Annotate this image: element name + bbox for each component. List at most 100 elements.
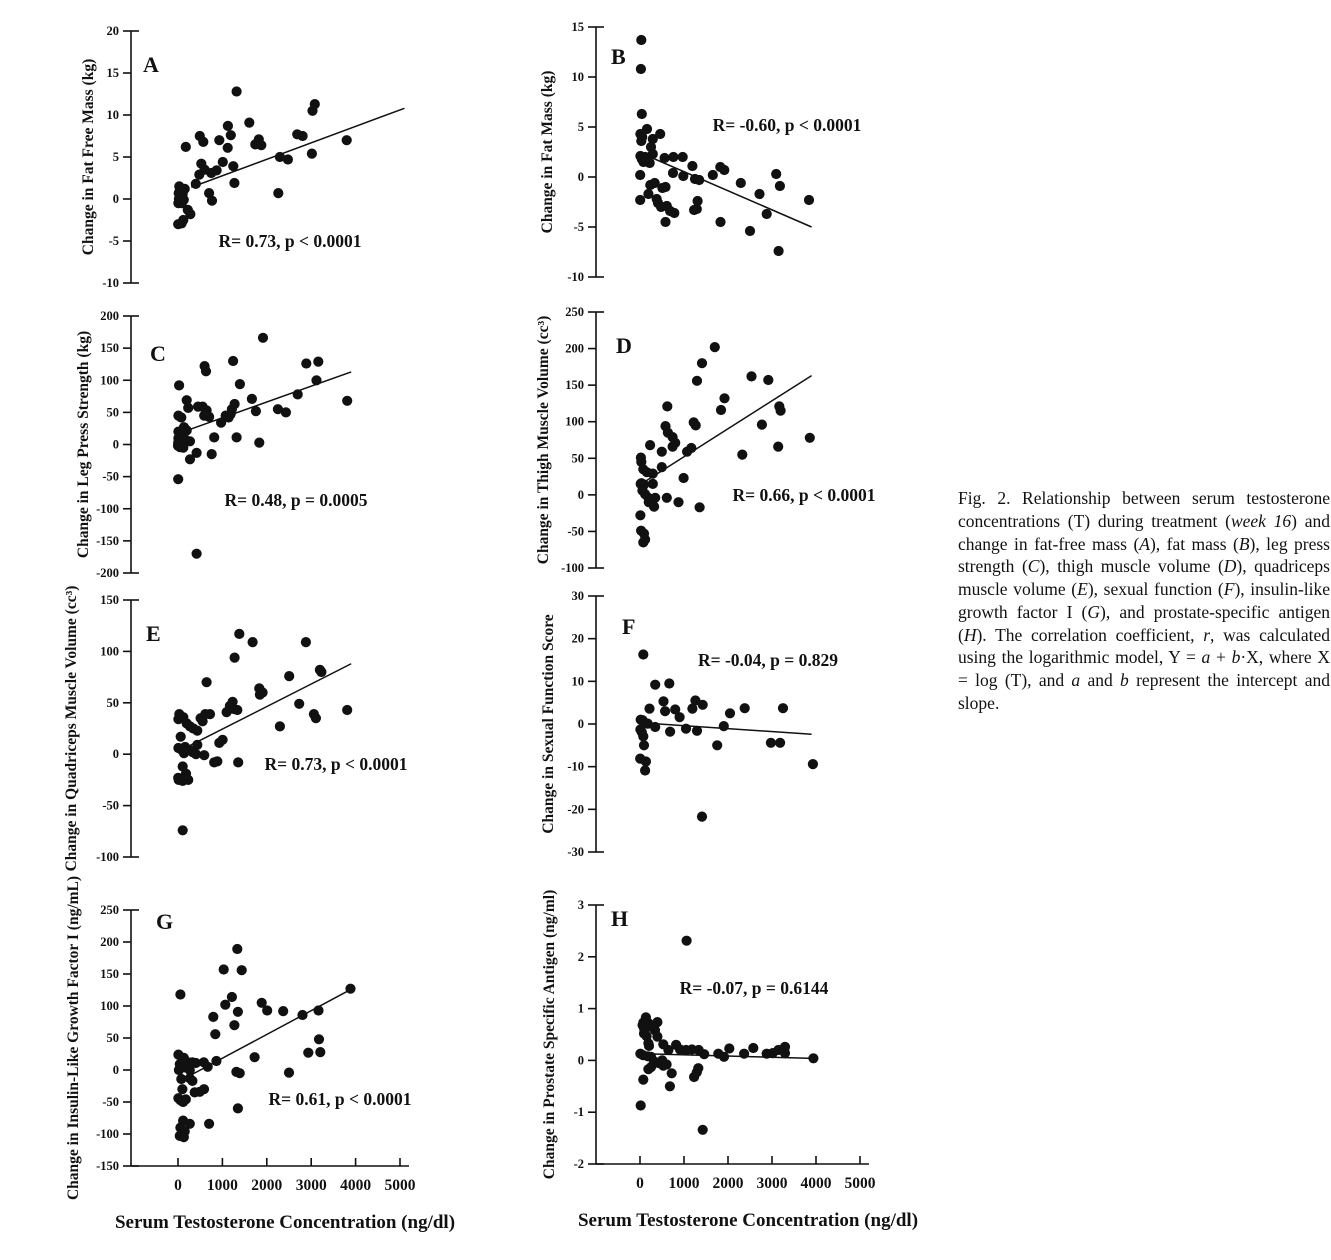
caption-run: ), sexual function ( (1087, 579, 1224, 599)
data-point (670, 704, 681, 715)
y-tick-label: 0 (578, 1053, 584, 1067)
data-point (234, 379, 245, 390)
data-point (316, 666, 327, 678)
data-point (643, 1040, 655, 1051)
y-tick-label: -100 (96, 502, 119, 516)
y-tick-label: 3 (578, 898, 584, 912)
y-tick-label: -10 (102, 276, 119, 290)
y-axis-title-H: Change in Prostate Specific Antigen (ng/… (541, 890, 558, 1179)
panel-letter-D: D (616, 333, 632, 358)
data-point (228, 161, 239, 172)
y-tick-label: 0 (113, 1063, 119, 1077)
panel-letter-H: H (611, 906, 628, 931)
data-point (696, 358, 708, 369)
y-tick-label: 2 (578, 950, 584, 964)
data-point (739, 1048, 750, 1059)
data-point (206, 195, 218, 206)
data-point (231, 86, 242, 97)
data-point (779, 1048, 791, 1059)
data-point (214, 737, 225, 749)
caption-run: b (1231, 647, 1241, 668)
data-point (236, 965, 247, 976)
scatter-points-B (635, 34, 815, 257)
caption-run: B (1238, 533, 1250, 554)
data-point (214, 135, 225, 146)
data-point (311, 375, 322, 386)
y-tick-label: 250 (100, 903, 119, 917)
data-point (739, 703, 750, 714)
x-tick-label: 3000 (296, 1177, 327, 1194)
data-point (228, 355, 239, 367)
y-axis-title-C: Change in Leg Press Strength (kg) (75, 331, 92, 558)
data-point (682, 446, 693, 457)
y-axis-G (123, 909, 139, 1167)
y-axis-B (588, 26, 604, 278)
data-point (774, 180, 786, 192)
data-point (177, 825, 188, 836)
y-tick-label: 15 (572, 20, 585, 34)
data-point (652, 1031, 663, 1042)
caption-run: Fig. 2. Relationship between serum testo… (958, 488, 1330, 531)
data-point (647, 133, 658, 145)
stats-label-B: R= -0.60, p < 0.0001 (713, 115, 862, 135)
y-tick-label: -100 (561, 561, 584, 575)
data-point (192, 725, 203, 736)
regression-line (188, 663, 352, 747)
x-tick-label: 5000 (845, 1175, 876, 1192)
data-point (697, 699, 708, 710)
data-point (306, 148, 317, 159)
x-tick-label: 2000 (251, 1177, 282, 1194)
y-axis-H (588, 904, 604, 1165)
scatter-points-C (172, 332, 353, 559)
y-tick-label: 150 (565, 378, 584, 392)
y-tick-label: -5 (574, 220, 584, 234)
data-point (175, 731, 186, 742)
data-point (191, 548, 202, 559)
y-tick-label: 100 (100, 373, 119, 387)
y-tick-label: 0 (113, 747, 119, 761)
data-point (202, 1061, 213, 1072)
data-point (173, 1064, 184, 1076)
data-point (229, 652, 240, 663)
data-point (804, 432, 815, 443)
data-point (175, 989, 186, 1000)
data-point (699, 1049, 710, 1060)
data-point (680, 723, 692, 734)
data-point (667, 167, 679, 179)
caption-run: ), fat mass ( (1149, 533, 1239, 554)
data-point (636, 34, 647, 46)
data-point (777, 703, 789, 714)
data-point (663, 1044, 674, 1056)
panel-letter-A: A (143, 52, 159, 77)
x-tick-label: 4000 (340, 1177, 371, 1194)
data-point (225, 130, 236, 141)
data-point (649, 177, 660, 189)
data-point (640, 765, 651, 776)
data-point (194, 169, 205, 180)
data-point (678, 170, 689, 182)
y-tick-label: 0 (578, 488, 584, 502)
y-tick-label: 50 (572, 451, 585, 465)
data-point (301, 358, 312, 369)
x-tick-label: 5000 (385, 1177, 416, 1194)
x-axis-G (131, 1158, 409, 1167)
data-point (197, 716, 208, 727)
data-point (674, 712, 685, 723)
data-point (667, 441, 678, 452)
panel-E: 150 100 50 0 -50 -100 E R= 0.73, p < 0.0001 Chan… (63, 586, 407, 872)
data-point (640, 151, 651, 163)
caption-run: ), and prostate-specific antigen ( (958, 601, 1330, 645)
data-point (724, 708, 736, 719)
y-tick-label: -150 (96, 1159, 119, 1173)
y-tick-label: -20 (567, 802, 584, 816)
data-point (664, 678, 675, 689)
data-point (231, 432, 242, 443)
data-point (232, 1006, 243, 1017)
data-point (274, 151, 285, 163)
panel-letter-G: G (156, 909, 173, 934)
data-point (303, 1047, 314, 1058)
x-axis-H (596, 1156, 869, 1165)
regression-line (640, 152, 812, 228)
y-tick-label: 0 (113, 192, 119, 206)
panel-G: 250 200 150 100 50 0 -50 -100 -150 0 1000 2000 3000 4… (65, 876, 455, 1233)
